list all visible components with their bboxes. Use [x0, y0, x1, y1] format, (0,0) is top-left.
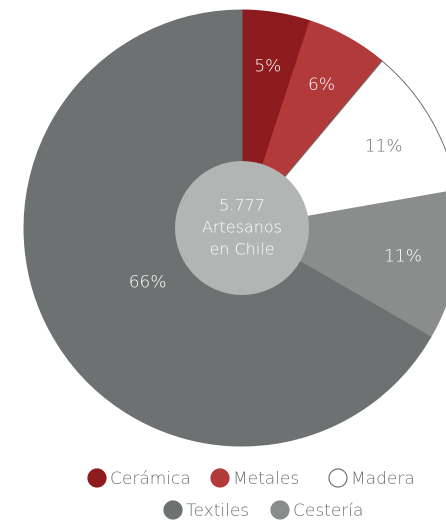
- legend-label: Textiles: [186, 501, 249, 521]
- legend-marker: [210, 468, 230, 488]
- legend-marker: [163, 500, 183, 520]
- slice-label: 6%: [308, 75, 335, 95]
- legend-label: Metales: [233, 469, 299, 489]
- legend-marker: [87, 468, 107, 488]
- slice-label: 66%: [129, 273, 167, 293]
- center-label: Artesanos: [202, 218, 282, 237]
- center-label: en Chile: [209, 240, 274, 259]
- slice-label: 5%: [254, 57, 281, 77]
- slice-label: 11%: [384, 246, 422, 266]
- legend-label: Cerámica: [110, 469, 191, 489]
- legend-marker: [328, 468, 348, 488]
- legend-label: Cestería: [293, 501, 363, 521]
- legend-label: Madera: [351, 469, 415, 489]
- legend-marker: [270, 500, 290, 520]
- center-circle: [175, 161, 309, 295]
- center-label: 5.777: [219, 196, 265, 215]
- slice-label: 11%: [365, 136, 403, 156]
